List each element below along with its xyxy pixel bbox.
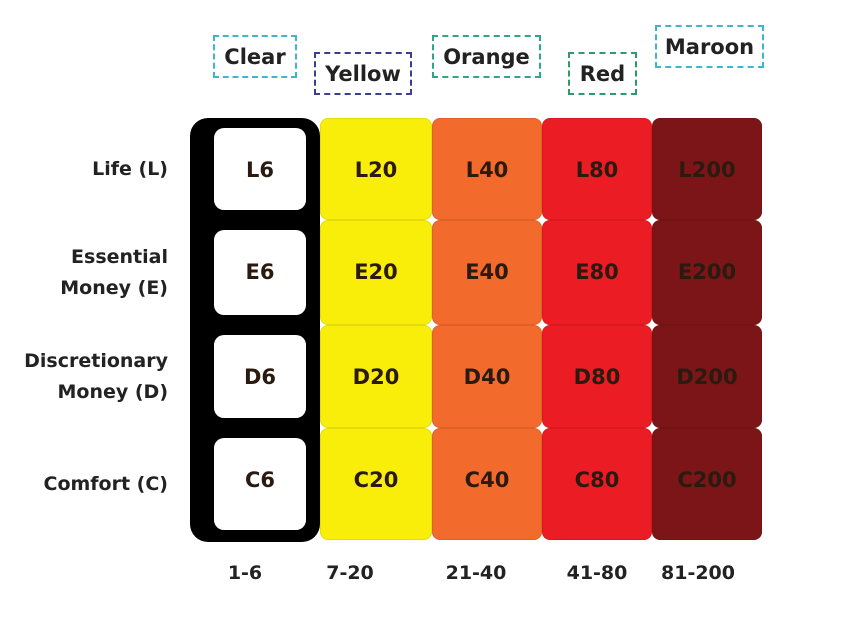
range-label: 81-200	[661, 562, 735, 584]
column-header: Clear	[213, 35, 297, 78]
column-header: Yellow	[314, 52, 412, 95]
column-header: Maroon	[655, 25, 764, 68]
grid-cell: C40	[432, 428, 542, 540]
column-header: Red	[568, 52, 637, 95]
range-label: 1-6	[227, 562, 263, 584]
grid-cell: C200	[652, 428, 762, 540]
grid-cell: D6	[214, 335, 306, 418]
grid-cell: C6	[214, 438, 306, 530]
range-label: 41-80	[566, 562, 628, 584]
grid-cell: E6	[214, 230, 306, 315]
grid-cell: D80	[542, 325, 652, 428]
grid-cell: L200	[652, 118, 762, 220]
range-label: 7-20	[326, 562, 374, 584]
grid-cell: L20	[320, 118, 432, 220]
row-label: Essential Money (E)	[60, 245, 168, 299]
row-label: Discretionary Money (D)	[24, 349, 168, 403]
row-label: Comfort (C)	[43, 472, 169, 495]
grid-cell: L40	[432, 118, 542, 220]
grid-cell: E80	[542, 220, 652, 325]
grid-cell: E40	[432, 220, 542, 325]
row-label: Life (L)	[92, 157, 168, 180]
grid-cell: C80	[542, 428, 652, 540]
grid-cell: E200	[652, 220, 762, 325]
grid-cell: L6	[214, 128, 306, 210]
grid-cell: D20	[320, 325, 432, 428]
grid-cell: L80	[542, 118, 652, 220]
column-header: Orange	[432, 35, 541, 78]
range-label: 21-40	[445, 562, 507, 584]
grid-cell: D40	[432, 325, 542, 428]
grid-cell: D200	[652, 325, 762, 428]
grid-cell: E20	[320, 220, 432, 325]
grid-cell: C20	[320, 428, 432, 540]
